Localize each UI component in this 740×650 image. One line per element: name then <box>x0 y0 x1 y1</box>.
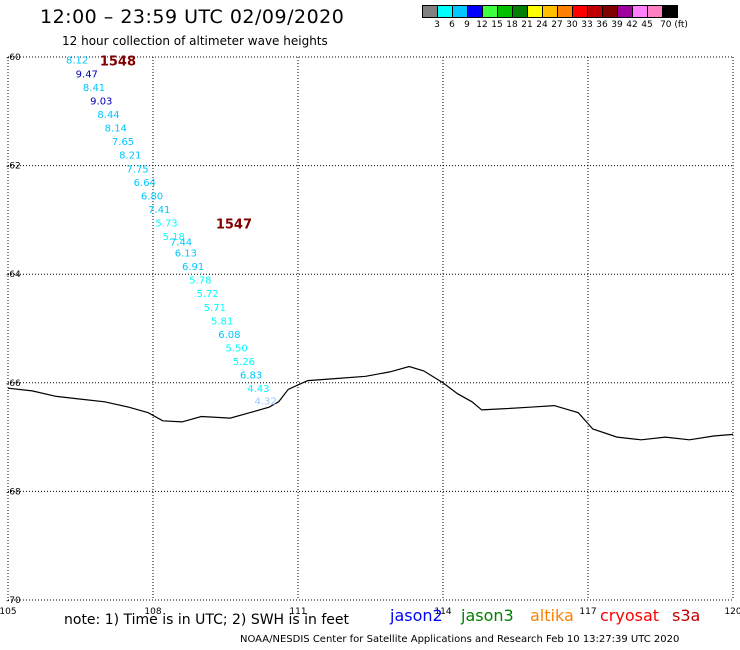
legend-label: 3 <box>434 20 440 30</box>
y-tick-label: -66 <box>6 379 21 389</box>
legend-swatch <box>662 5 678 18</box>
wave-height-value: 4.32 <box>255 397 277 408</box>
legend-swatch <box>602 5 618 18</box>
grid-lines <box>7 56 734 601</box>
y-tick-label: -68 <box>6 487 21 497</box>
footer-note: note: 1) Time is in UTC; 2) SWH is in fe… <box>64 612 350 628</box>
y-tick-label: -62 <box>6 162 21 172</box>
satellite-label-jason2: jason2 <box>390 606 443 625</box>
legend-labels: 3 6 9 12 15 18 21 24 27 30 33 36 39 42 45 70 (ft) <box>422 18 740 32</box>
footer-credit: NOAA/NESDIS Center for Satellite Applica… <box>240 634 680 645</box>
legend-swatch <box>647 5 663 18</box>
legend-label: 6 <box>449 20 455 30</box>
x-tick-label: 111 <box>289 607 306 617</box>
page-subtitle: 12 hour collection of altimeter wave hei… <box>62 34 328 48</box>
wave-height-value: 5.71 <box>204 303 226 314</box>
legend-label: 45 <box>641 20 653 30</box>
legend-label: 70 (ft) <box>660 20 688 30</box>
legend-swatches <box>422 5 740 18</box>
wave-height-value: 5.26 <box>233 357 255 368</box>
wave-height-value: 8.21 <box>119 151 141 162</box>
color-legend: 3 6 9 12 15 18 21 24 27 30 33 36 39 42 45 70 (ft) <box>422 5 740 32</box>
wave-height-value: 8.44 <box>97 110 119 121</box>
wave-height-value: 6.13 <box>175 248 197 259</box>
wave-height-value: 6.08 <box>218 330 240 341</box>
legend-swatch <box>452 5 468 18</box>
wave-height-value: 6.64 <box>134 178 156 189</box>
x-tick-label: 114 <box>434 607 451 617</box>
x-tick-label: 105 <box>0 607 17 617</box>
wave-height-value: 9.03 <box>90 96 112 107</box>
wave-height-value: 7.41 <box>148 205 170 216</box>
y-tick-label: -60 <box>6 53 21 63</box>
wave-height-value: 5.81 <box>211 316 233 327</box>
wave-height-value: 6.91 <box>182 262 204 273</box>
y-tick-label: -70 <box>6 596 21 606</box>
track-number-label: 1548 <box>100 55 136 70</box>
wave-height-points: 8.12 9.47 8.41 9.03 8.44 8.14 7.65 8.21 7.75 6.64… <box>66 56 277 408</box>
page-title: 12:00 – 23:59 UTC 02/09/2020 <box>40 6 345 28</box>
wave-height-value: 5.78 <box>189 276 211 287</box>
wave-height-value: 7.75 <box>126 164 148 175</box>
y-tick-label: -64 <box>6 270 21 280</box>
legend-label: 33 <box>581 20 593 30</box>
wave-height-value: 7.44 <box>170 238 192 249</box>
legend-swatch <box>482 5 498 18</box>
legend-label: 21 <box>521 20 533 30</box>
x-tick-label: 120 <box>724 607 740 617</box>
legend-label: 36 <box>596 20 608 30</box>
legend-swatch <box>587 5 603 18</box>
satellite-label-altika: altika <box>530 606 574 625</box>
legend-label: 9 <box>464 20 470 30</box>
wave-height-value: 5.18 <box>163 232 185 243</box>
legend-swatch <box>632 5 648 18</box>
satellite-label-jason3: jason3 <box>461 606 514 625</box>
axis-tick-labels: 105 108 111 114 117 120 -60 -62 -64 -66 -68 -70 <box>0 53 740 617</box>
legend-swatch <box>527 5 543 18</box>
legend-label: 30 <box>566 20 578 30</box>
legend-swatch <box>422 5 438 18</box>
wave-height-value: 5.73 <box>155 219 177 230</box>
wave-height-value: 6.83 <box>240 371 262 382</box>
wave-height-value: 6.80 <box>141 191 163 202</box>
legend-label: 42 <box>626 20 638 30</box>
legend-label: 15 <box>491 20 503 30</box>
legend-swatch <box>557 5 573 18</box>
legend-label: 12 <box>476 20 488 30</box>
legend-swatch <box>542 5 558 18</box>
legend-swatch <box>497 5 513 18</box>
track-labels: 1548 1547 <box>100 55 252 233</box>
legend-label: 27 <box>551 20 563 30</box>
wave-height-value: 5.72 <box>197 289 219 300</box>
legend-swatch <box>617 5 633 18</box>
legend-swatch <box>572 5 588 18</box>
coastline <box>7 365 734 441</box>
wave-height-value: 5.50 <box>226 344 248 355</box>
wave-height-value: 9.47 <box>76 69 98 80</box>
satellite-label-s3a: s3a <box>672 606 701 625</box>
x-tick-label: 108 <box>144 607 161 617</box>
satellite-label-cryosat: cryosat <box>600 606 660 625</box>
legend-label: 39 <box>611 20 623 30</box>
wave-height-value: 7.65 <box>112 137 134 148</box>
wave-height-value: 8.14 <box>105 124 127 135</box>
legend-label: 24 <box>536 20 548 30</box>
legend-label: 18 <box>506 20 518 30</box>
legend-swatch <box>512 5 528 18</box>
legend-swatch <box>467 5 483 18</box>
wave-height-value: 8.41 <box>83 83 105 94</box>
wave-height-value: 8.12 <box>66 56 88 67</box>
x-tick-label: 117 <box>579 607 596 617</box>
track-number-label: 1547 <box>216 218 252 233</box>
wave-height-value: 4.43 <box>247 384 269 395</box>
legend-swatch <box>437 5 453 18</box>
